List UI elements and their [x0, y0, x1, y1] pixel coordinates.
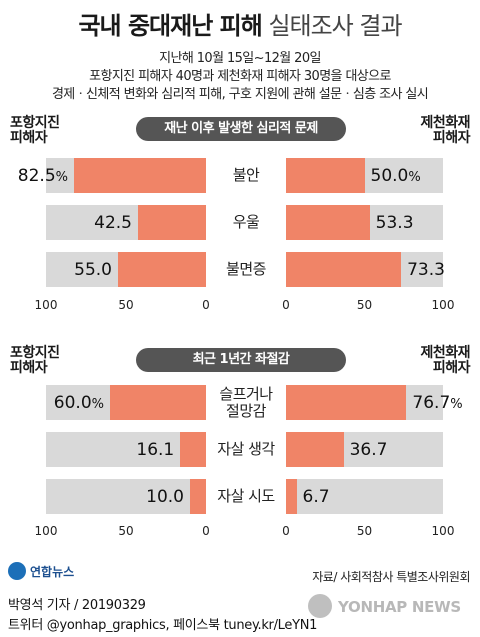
category-label-line: 우울 [232, 213, 260, 231]
left-axis-tick: 0 [202, 298, 210, 312]
unit-percent: % [408, 170, 421, 185]
left-bar [118, 252, 206, 287]
right-bar [286, 205, 370, 240]
right-bar [286, 432, 344, 467]
category-label-line: 절망감 [226, 401, 266, 420]
category-label-line: 불면증 [226, 260, 266, 278]
yonhap-logo-text: 연합뉴스 [30, 565, 75, 579]
category-label: 자살 시도 [206, 488, 286, 505]
right-track [286, 479, 443, 514]
right-bar [286, 158, 365, 193]
source-note: 자료/ 사회적참사 특별조사위원회 [312, 570, 470, 584]
left-value-label: 42.5 [94, 213, 132, 233]
value-number: 6.7 [302, 487, 330, 507]
value-number: 82.5 [17, 166, 56, 186]
unit-percent: % [55, 170, 68, 185]
left-group-line-2: 피해자 [10, 130, 48, 146]
value-number: 42.5 [94, 213, 132, 233]
right-value-label: 73.3 [407, 260, 445, 280]
category-label: 불면증 [206, 261, 286, 278]
subtitle-line-1: 지난해 10월 15일~12월 20일 [159, 51, 321, 66]
value-number: 53.3 [375, 213, 414, 233]
subtitle-line-2: 포항지진 피해자 40명과 제천화재 피해자 30명을 대상으로 [89, 69, 391, 84]
left-axis-tick: 100 [34, 298, 58, 312]
category-label-line: 자살 시도 [217, 487, 275, 505]
right-axis-tick: 100 [431, 524, 455, 538]
panel1-right-group-label: 제천화재 피해자 [420, 116, 470, 146]
watermark-icon [308, 594, 332, 618]
value-number: 50.0 [370, 166, 409, 186]
left-value-label: 60.0% [54, 393, 104, 415]
yonhap-logo: 연합뉴스 [8, 560, 88, 584]
left-value-label: 82.5% [18, 166, 68, 188]
title-bold: 국내 중대재난 피해 [78, 12, 262, 40]
category-label-line: 불안 [232, 166, 260, 184]
value-number: 73.3 [407, 260, 445, 280]
left-bar [138, 205, 206, 240]
right-value-label: 6.7 [303, 487, 330, 507]
right-axis-tick: 50 [356, 298, 373, 312]
value-number: 16.1 [136, 440, 175, 460]
yonhap-logo-icon [8, 562, 26, 580]
credit-line-1: 박영석 기자 / 20190329 [8, 598, 146, 613]
value-number: 60.0 [53, 393, 92, 413]
left-track [46, 479, 206, 514]
left-axis-tick: 100 [34, 524, 58, 538]
left-axis-tick: 50 [118, 298, 134, 312]
left-bar [74, 158, 206, 193]
panel1-title-pill: 재난 이후 발생한 심리적 문제 [136, 117, 346, 141]
left-axis-tick: 0 [202, 524, 210, 538]
unit-percent: % [450, 397, 463, 412]
category-label-line: 슬프거나 [219, 384, 273, 403]
right-bar [286, 252, 402, 287]
left-bar [190, 479, 206, 514]
right-group-line-1: 제천화재 [420, 345, 470, 361]
subtitle-line-3: 경제ㆍ신체적 변화와 심리적 피해, 구호 지원에 관해 설문ㆍ심층 조사 실시 [51, 87, 429, 102]
left-value-label: 10.0 [146, 487, 184, 507]
category-label: 불안 [206, 167, 286, 184]
right-bar [286, 385, 407, 420]
watermark: YONHAP NEWS [308, 592, 478, 622]
right-axis-tick: 0 [282, 298, 290, 312]
left-group-line-2: 피해자 [10, 360, 48, 376]
value-number: 55.0 [74, 260, 112, 280]
value-number: 36.7 [349, 440, 388, 460]
panel2-left-group-label: 포항지진 피해자 [10, 346, 60, 376]
panel2-title-pill: 최근 1년간 좌절감 [136, 348, 346, 372]
category-label: 우울 [206, 214, 286, 231]
left-track [46, 432, 206, 467]
right-value-label: 50.0% [371, 166, 421, 188]
category-label: 자살 생각 [206, 441, 286, 458]
left-bar [110, 385, 206, 420]
left-value-label: 55.0 [74, 260, 112, 280]
left-group-line-1: 포항지진 [10, 115, 60, 131]
right-axis-tick: 50 [356, 524, 373, 538]
credit-line-2: 트위터 @yonhap_graphics, 페이스북 tuney.kr/LeYN… [8, 618, 318, 633]
right-bar [286, 479, 297, 514]
left-bar [180, 432, 206, 467]
right-group-line-2: 피해자 [432, 360, 471, 376]
category-label-line: 자살 생각 [217, 440, 275, 458]
category-label: 슬프거나 절망감 [206, 384, 286, 420]
value-number: 10.0 [146, 487, 184, 507]
value-number: 76.7 [412, 393, 451, 413]
right-value-label: 76.7% [412, 393, 462, 415]
unit-percent: % [91, 397, 104, 412]
left-axis-tick: 50 [118, 524, 134, 538]
chart-title: 국내 중대재난 피해 실태조사 결과 [0, 6, 480, 41]
right-axis-tick: 100 [431, 298, 455, 312]
watermark-text: YONHAP NEWS [338, 598, 461, 616]
left-value-label: 16.1 [136, 440, 174, 460]
right-group-line-1: 제천화재 [420, 115, 470, 131]
panel1-left-group-label: 포항지진 피해자 [10, 116, 60, 146]
right-axis-tick: 0 [282, 524, 290, 538]
right-value-label: 53.3 [376, 213, 414, 233]
right-group-line-2: 피해자 [432, 130, 471, 146]
title-light: 실태조사 결과 [268, 12, 402, 40]
panel2-right-group-label: 제천화재 피해자 [420, 346, 470, 376]
left-group-line-1: 포항지진 [10, 345, 60, 361]
right-value-label: 36.7 [350, 440, 388, 460]
